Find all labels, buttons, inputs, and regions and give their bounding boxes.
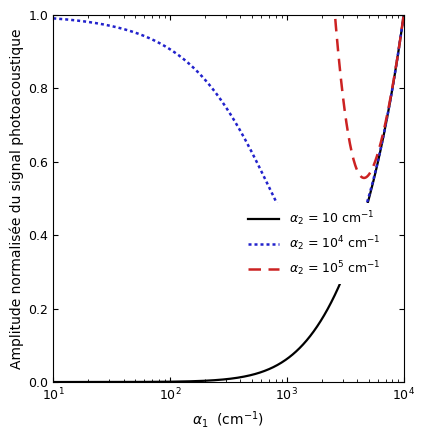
$\alpha_2$ = 10$^4$ cm$^{-1}$ — [51, 16, 56, 21]
$\alpha_2$ = 10 cm$^{-1}$ — [51, 379, 56, 385]
Y-axis label: Amplitude normalisée du signal photoacoustique: Amplitude normalisée du signal photoacou… — [10, 28, 24, 369]
$\alpha_2$ = 10$^5$ cm$^{-1}$ — [401, 12, 406, 17]
$\alpha_2$ = 10$^4$ cm$^{-1}$ — [113, 24, 118, 29]
$\alpha_2$ = 10$^4$ cm$^{-1}$ — [209, 85, 214, 91]
Line: $\alpha_2$ = 10$^5$ cm$^{-1}$: $\alpha_2$ = 10$^5$ cm$^{-1}$ — [53, 0, 404, 178]
$\alpha_2$ = 10 cm$^{-1}$ — [401, 12, 406, 17]
$\alpha_2$ = 10$^4$ cm$^{-1}$ — [314, 264, 320, 269]
$\alpha_2$ = 10 cm$^{-1}$ — [257, 370, 262, 375]
$\alpha_2$ = 10$^4$ cm$^{-1}$ — [401, 12, 406, 17]
$\alpha_2$ = 10 cm$^{-1}$ — [314, 324, 320, 329]
$\alpha_2$ = 10 cm$^{-1}$ — [113, 379, 118, 385]
$\alpha_2$ = 10 cm$^{-1}$ — [285, 356, 290, 361]
$\alpha_2$ = 10$^4$ cm$^{-1}$ — [257, 165, 262, 171]
X-axis label: $\alpha_1$  (cm$^{-1}$): $\alpha_1$ (cm$^{-1}$) — [193, 409, 265, 430]
$\alpha_2$ = 10 cm$^{-1}$ — [209, 378, 214, 383]
Legend: $\alpha_2$ = 10 cm$^{-1}$, $\alpha_2$ = 10$^4$ cm$^{-1}$, $\alpha_2$ = 10$^5$ cm: $\alpha_2$ = 10 cm$^{-1}$, $\alpha_2$ = … — [241, 203, 387, 284]
Line: $\alpha_2$ = 10 cm$^{-1}$: $\alpha_2$ = 10 cm$^{-1}$ — [53, 15, 404, 382]
$\alpha_2$ = 10$^5$ cm$^{-1}$ — [361, 175, 366, 180]
$\alpha_2$ = 10$^4$ cm$^{-1}$ — [141, 33, 146, 38]
$\alpha_2$ = 10$^4$ cm$^{-1}$ — [324, 267, 329, 272]
$\alpha_2$ = 10$^4$ cm$^{-1}$ — [285, 222, 290, 227]
$\alpha_2$ = 10 cm$^{-1}$ — [141, 379, 146, 385]
Line: $\alpha_2$ = 10$^4$ cm$^{-1}$: $\alpha_2$ = 10$^4$ cm$^{-1}$ — [53, 15, 404, 270]
